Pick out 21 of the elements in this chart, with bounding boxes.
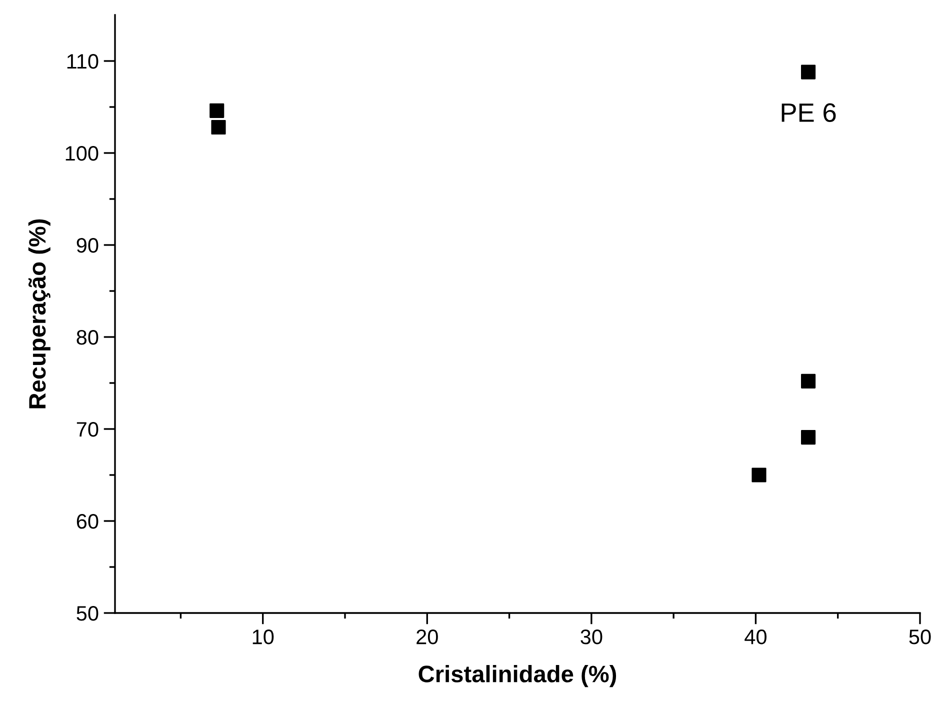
x-tick-label: 40 bbox=[744, 630, 766, 644]
y-tick-label: 70 bbox=[76, 422, 98, 437]
y-axis-title: Recuperação (%) bbox=[28, 219, 50, 408]
x-tick-label: 50 bbox=[909, 630, 931, 644]
x-axis-title: Cristalinidade (%) bbox=[418, 665, 616, 688]
point bbox=[210, 103, 224, 118]
y-tick-label: 80 bbox=[76, 330, 98, 345]
point bbox=[801, 374, 816, 388]
point bbox=[752, 468, 766, 482]
point bbox=[801, 64, 816, 80]
y-tick-label: 100 bbox=[66, 146, 98, 161]
x-tick-label: 10 bbox=[252, 630, 274, 644]
y-tick-label: 110 bbox=[67, 54, 98, 69]
point bbox=[211, 120, 226, 135]
y-tick-label: 50 bbox=[76, 606, 98, 621]
x-tick-label: 30 bbox=[580, 630, 602, 644]
annotation: PE 6 bbox=[782, 103, 836, 122]
point bbox=[801, 430, 816, 445]
x-tick-label: 20 bbox=[416, 630, 438, 644]
y-tick-label: 90 bbox=[76, 238, 98, 253]
y-tick-label: 60 bbox=[76, 514, 98, 529]
